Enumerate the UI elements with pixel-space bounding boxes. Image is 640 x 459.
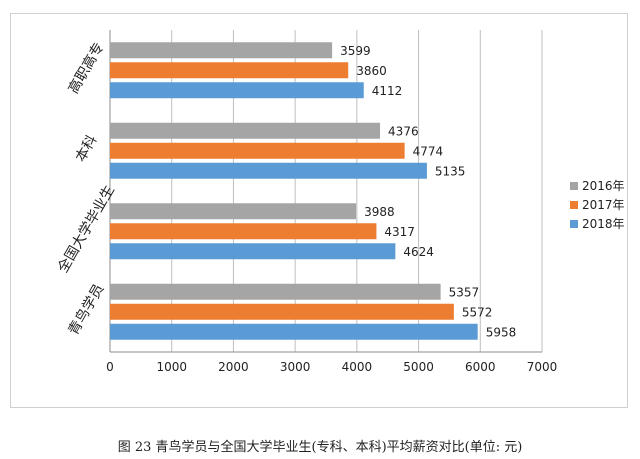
bar <box>110 62 349 79</box>
legend-label: 2018年 <box>582 217 625 231</box>
bar <box>110 243 396 260</box>
data-label: 5135 <box>435 164 466 178</box>
data-label: 5357 <box>449 285 480 299</box>
bar <box>110 162 427 179</box>
data-label: 5572 <box>462 305 493 319</box>
bar <box>110 323 478 340</box>
category-label: 本科 <box>73 133 101 165</box>
x-tick-label: 4000 <box>342 360 373 374</box>
data-label: 3860 <box>356 64 387 78</box>
legend-swatch <box>570 181 578 190</box>
bar <box>110 42 333 59</box>
data-label: 4774 <box>413 144 444 158</box>
bar <box>110 122 381 139</box>
chart-legend: 2016年 2017年 2018年 <box>570 176 625 233</box>
data-label: 5958 <box>486 325 517 339</box>
x-tick-label: 1000 <box>156 360 187 374</box>
category-label: 高职高专 <box>65 40 108 97</box>
x-tick-label: 0 <box>106 360 114 374</box>
legend-swatch <box>570 200 578 209</box>
data-label: 4376 <box>388 124 419 138</box>
x-tick-label: 2000 <box>218 360 249 374</box>
bar <box>110 82 364 99</box>
legend-item: 2016年 <box>570 176 625 195</box>
figure-caption: 图 23 青鸟学员与全国大学毕业生(专科、本科)平均薪资对比(单位: 元) <box>117 440 523 455</box>
data-label: 4317 <box>384 225 415 239</box>
legend-item: 2018年 <box>570 214 625 233</box>
data-label: 3599 <box>340 44 371 58</box>
data-label: 4112 <box>372 84 403 98</box>
bar <box>110 303 454 320</box>
data-label: 4624 <box>403 245 434 259</box>
category-label: 青鸟学员 <box>66 282 108 338</box>
bar <box>110 283 441 300</box>
data-label: 3988 <box>364 205 395 219</box>
bar <box>110 142 405 159</box>
x-tick-label: 7000 <box>527 360 558 374</box>
x-tick-label: 3000 <box>280 360 311 374</box>
legend-swatch <box>570 219 578 228</box>
bar <box>110 223 377 240</box>
x-tick-label: 6000 <box>465 360 496 374</box>
bar <box>110 203 357 220</box>
legend-label: 2016年 <box>582 179 625 193</box>
legend-label: 2017年 <box>582 198 625 212</box>
legend-item: 2017年 <box>570 195 625 214</box>
category-label: 全国大学毕业生 <box>54 182 118 275</box>
x-tick-label: 5000 <box>403 360 434 374</box>
